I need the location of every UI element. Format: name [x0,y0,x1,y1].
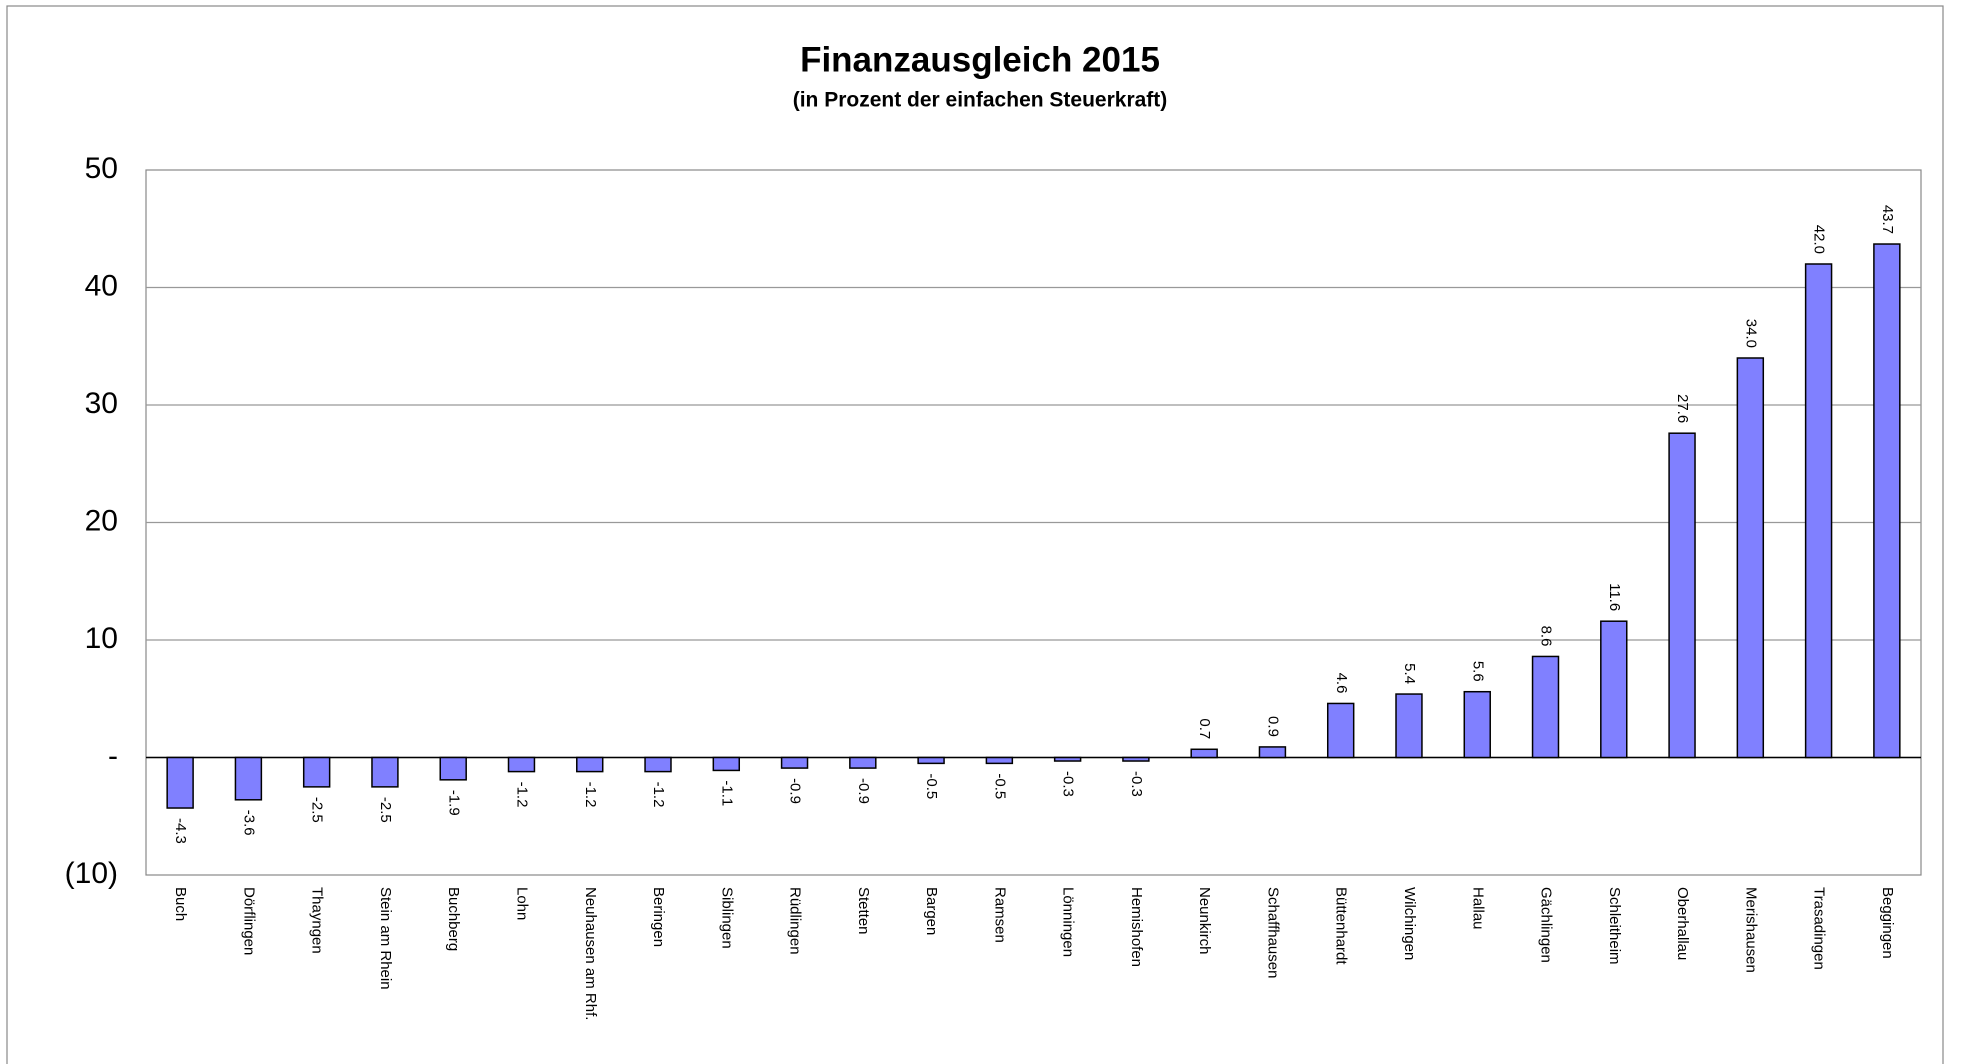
bar [1804,263,1833,759]
x-tick-label: Thayngen [309,887,326,954]
data-label: -1.1 [718,780,735,806]
y-tick-label: (10) [65,857,118,890]
bar [1395,693,1423,759]
data-label: 34.0 [1742,319,1759,348]
bar [507,756,536,773]
bar [1600,620,1628,759]
data-label: 5.4 [1401,663,1418,684]
bar [439,756,467,781]
data-label: -0.3 [1060,771,1077,797]
data-label: -0.9 [787,778,804,804]
x-tick-label: Schaffhausen [1264,887,1281,978]
bar [1668,432,1696,759]
y-tick-label: 30 [85,387,118,420]
bar [576,756,604,773]
x-tick-label: Schleitheim [1606,887,1623,965]
x-tick-label: Neunkirch [1196,887,1213,955]
x-tick-label: Merishausen [1742,887,1759,973]
bar [917,756,945,765]
data-label: 27.6 [1674,394,1691,423]
x-tick-label: Dörflingen [240,887,257,955]
bar [1122,756,1150,762]
x-tick-label: Neuhausen am Rhf. [582,887,599,1020]
data-label: -0.5 [923,773,940,799]
bar [1326,702,1355,759]
bar [849,756,877,769]
x-tick-label: Rüdlingen [787,887,804,955]
data-label: 8.6 [1538,626,1555,647]
bar [1463,690,1491,759]
bar [1258,746,1287,759]
bar [1190,748,1218,759]
x-tick-label: Beringen [650,887,667,947]
data-label: -3.6 [240,810,257,836]
data-label: -0.3 [1128,771,1145,797]
bar [302,756,331,788]
data-label: -2.5 [309,797,326,823]
data-label: 5.6 [1469,661,1486,682]
x-tick-label: Gächlingen [1538,887,1555,963]
bar [1873,243,1901,759]
bar [644,756,672,773]
y-tick-label: 10 [85,622,118,655]
data-label: -0.5 [991,773,1008,799]
data-label: -1.9 [445,790,462,816]
data-label: -4.3 [172,818,189,844]
bar [234,756,263,801]
data-label: 4.6 [1333,673,1350,694]
x-tick-label: Bargen [923,887,940,935]
bar [712,756,741,772]
y-tick-label: 20 [85,504,118,537]
data-label: -0.9 [855,778,872,804]
data-label: -1.2 [514,782,531,808]
data-label: 11.6 [1606,583,1623,611]
x-tick-label: Beggingen [1879,887,1896,959]
chart-title: Finanzausgleich 2015 [800,40,1160,79]
chart-frame [6,5,1944,1064]
bar [1053,756,1082,762]
x-tick-label: Hemishofen [1128,887,1145,967]
x-tick-label: Ramsen [991,887,1008,943]
x-tick-label: Lönningen [1060,887,1077,957]
bar [166,756,194,809]
bar [1531,655,1560,759]
y-tick-label: - [108,739,118,772]
bar [371,756,399,788]
x-tick-label: Buch [172,887,189,921]
data-label: 42.0 [1811,225,1828,254]
chart-subtitle: (in Prozent der einfachen Steuerkraft) [793,89,1168,112]
bar [780,756,809,769]
x-tick-label: Stein am Rhein [377,887,394,990]
x-tick-label: Trasadingen [1811,887,1828,970]
y-tick-label: 40 [85,269,118,302]
x-tick-label: Lohn [514,887,531,920]
bar [1736,357,1765,759]
x-tick-label: Büttenhardt [1333,887,1350,965]
data-label: -2.5 [377,797,394,823]
x-tick-label: Buchberg [445,887,462,951]
x-tick-label: Oberhallau [1674,887,1691,960]
x-tick-label: Hallau [1469,887,1486,930]
x-tick-label: Stetten [855,887,872,935]
data-label: -1.2 [582,782,599,808]
data-label: 43.7 [1879,205,1896,234]
y-tick-label: 50 [85,152,118,185]
data-label: 0.7 [1196,718,1213,739]
x-tick-label: Wilchingen [1401,887,1418,960]
data-label: -1.2 [650,782,667,808]
bar [985,756,1014,765]
x-tick-label: Siblingen [718,887,735,949]
data-label: 0.9 [1264,716,1281,737]
